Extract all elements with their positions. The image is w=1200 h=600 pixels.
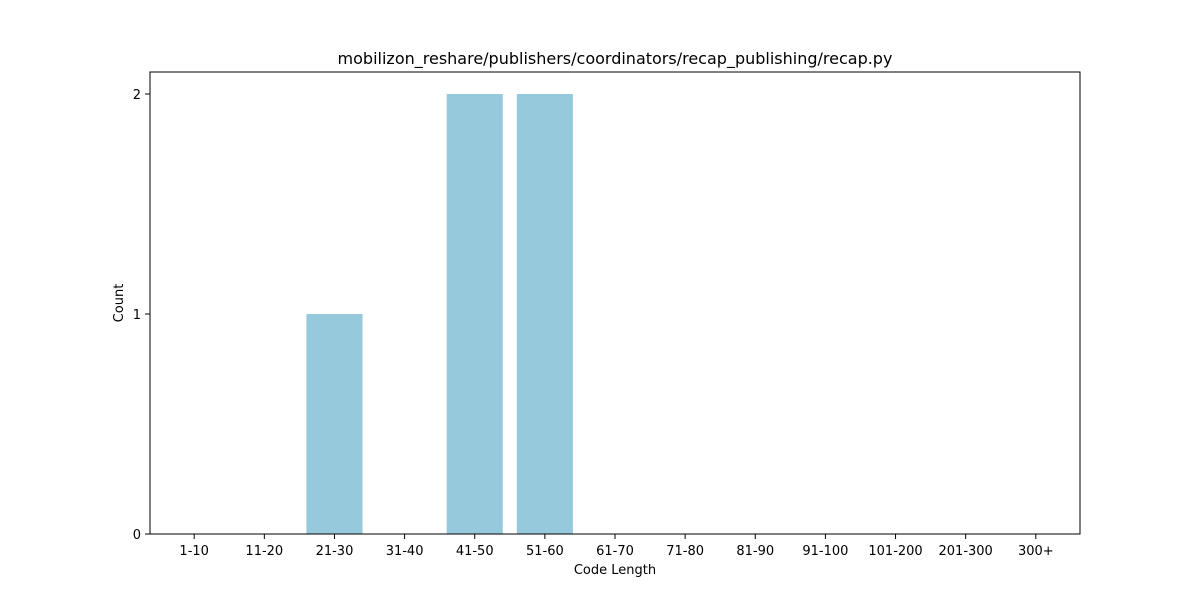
- bar-41-50: [446, 94, 503, 534]
- x-tick-label: 31-40: [386, 544, 424, 559]
- x-tick-label: 1-10: [179, 544, 209, 559]
- x-tick-label: 91-100: [802, 544, 848, 559]
- x-tick-label: 11-20: [245, 544, 283, 559]
- x-axis-label: Code Length: [574, 563, 656, 578]
- x-tick-label: 81-90: [736, 544, 774, 559]
- x-tick-label: 71-80: [666, 544, 704, 559]
- y-tick-label: 0: [133, 528, 141, 543]
- x-tick-label: 21-30: [316, 544, 354, 559]
- x-tick-label: 300+: [1018, 544, 1054, 559]
- x-tick-label: 101-200: [868, 544, 922, 559]
- x-axis: 1-10 11-20 21-30 31-40 41-50 51-60 61-70 71-80 8…: [179, 534, 1054, 559]
- x-tick-label: 51-60: [526, 544, 564, 559]
- bar-51-60: [516, 94, 573, 534]
- y-tick-label: 1: [133, 308, 141, 323]
- chart-title: mobilizon_reshare/publishers/coordinator…: [338, 49, 893, 69]
- y-tick-label: 2: [133, 88, 141, 103]
- x-tick-label: 61-70: [596, 544, 634, 559]
- y-axis: 0 1 2: [133, 88, 150, 543]
- plot-frame: [149, 71, 1081, 535]
- y-axis-label: Count: [112, 284, 127, 323]
- bar-21-30: [306, 314, 363, 534]
- x-tick-label: 201-300: [939, 544, 993, 559]
- x-tick-label: 41-50: [456, 544, 494, 559]
- bars-group: [306, 94, 573, 534]
